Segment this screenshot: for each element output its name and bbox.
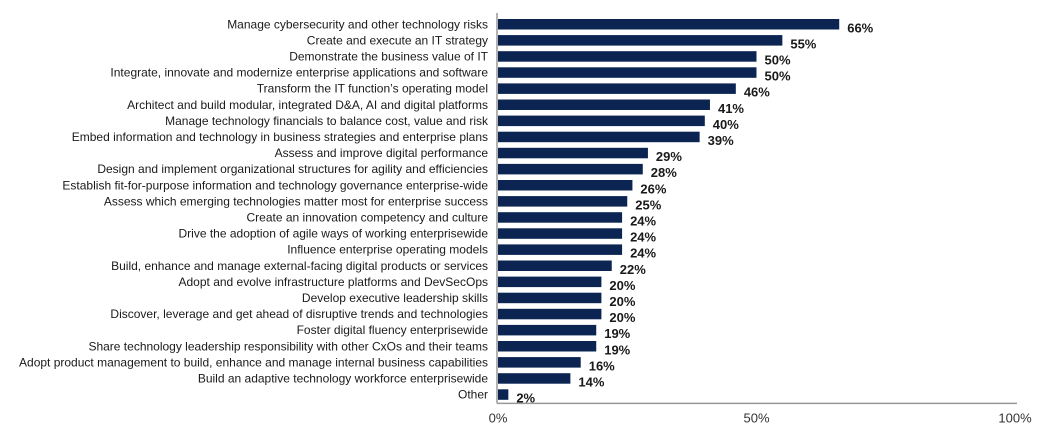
bar (498, 212, 623, 223)
bar (498, 308, 602, 320)
bar (498, 67, 757, 78)
x-tick-labels: 0% 50% 100% (489, 410, 1032, 423)
category-label: Integrate, innovate and modernize enterp… (110, 66, 488, 80)
bar (498, 131, 700, 143)
category-label: Discover, leverage and get ahead of disr… (110, 307, 488, 321)
bar (498, 147, 648, 159)
value-label: 24% (630, 246, 656, 261)
bar (498, 373, 571, 384)
category-label: Other (458, 388, 488, 402)
value-label: 16% (589, 358, 615, 373)
category-label: Build an adaptive technology workforce e… (198, 371, 488, 385)
value-label: 46% (744, 85, 770, 100)
value-label: 20% (609, 278, 635, 293)
category-label: Manage technology financials to balance … (165, 114, 489, 128)
bar (498, 180, 633, 191)
category-label: Architect and build modular, integrated … (127, 98, 488, 112)
bar (498, 83, 736, 94)
category-label: Create an innovation competency and cult… (247, 210, 489, 224)
category-label: Embed information and technology in busi… (72, 130, 488, 144)
value-label: 20% (609, 310, 635, 325)
category-label: Build, enhance and manage external-facin… (111, 259, 488, 273)
x-tick-label: 100% (998, 410, 1032, 423)
bar (498, 244, 623, 255)
bar (498, 276, 602, 288)
value-label: 50% (765, 69, 791, 84)
value-label: 24% (630, 213, 656, 228)
category-label: Manage cybersecurity and other technolog… (227, 17, 488, 31)
value-label: 14% (578, 374, 604, 389)
x-tick-label: 50% (743, 410, 769, 423)
bar (498, 51, 757, 62)
value-label: 22% (620, 262, 646, 277)
bar (498, 292, 602, 304)
value-label: 29% (656, 149, 682, 164)
category-label: Assess which emerging technologies matte… (104, 194, 488, 208)
value-label: 26% (640, 181, 666, 196)
bar (498, 35, 783, 46)
bar (498, 324, 597, 336)
category-label: Design and implement organizational stru… (97, 162, 488, 176)
bar (498, 260, 612, 271)
category-label: Transform the IT function’s operating mo… (257, 82, 488, 96)
category-label: Foster digital fluency enterprisewide (297, 323, 489, 337)
value-label: 19% (604, 342, 630, 357)
bar (498, 341, 597, 352)
category-label: Adopt product management to build, enhan… (19, 355, 488, 369)
category-label: Demonstrate the business value of IT (289, 49, 488, 63)
bars-layer (498, 19, 840, 400)
category-label: Create and execute an IT strategy (307, 33, 488, 47)
value-label: 41% (718, 101, 744, 116)
value-label: 19% (604, 326, 630, 341)
value-label: 55% (790, 36, 816, 51)
bar (498, 389, 509, 400)
value-label: 2% (516, 391, 535, 406)
category-label: Adopt and evolve infrastructure platform… (179, 275, 489, 289)
bar (498, 115, 705, 127)
value-labels: 66%55%50%50%46%41%40%39%29%28%26%25%24%2… (516, 20, 873, 405)
bar (498, 228, 623, 239)
value-label: 20% (609, 294, 635, 309)
bar (498, 99, 710, 110)
value-label: 39% (708, 133, 734, 148)
value-label: 40% (713, 117, 739, 132)
value-label: 50% (765, 52, 791, 67)
category-label: Share technology leadership responsibili… (88, 339, 488, 353)
bar (498, 19, 840, 30)
bar (498, 163, 643, 175)
category-labels: Manage cybersecurity and other technolog… (19, 17, 489, 401)
x-tick-label: 0% (489, 410, 508, 423)
value-label: 28% (651, 165, 677, 180)
value-label: 25% (635, 197, 661, 212)
category-label: Influence enterprise operating models (287, 243, 488, 257)
bar (498, 196, 628, 207)
bar (498, 357, 581, 368)
category-label: Establish fit-for-purpose information an… (62, 178, 488, 192)
value-label: 66% (847, 20, 873, 35)
value-label: 24% (630, 230, 656, 245)
category-label: Develop executive leadership skills (302, 291, 488, 305)
category-label: Drive the adoption of agile ways of work… (179, 227, 489, 241)
category-label: Assess and improve digital performance (275, 146, 489, 160)
